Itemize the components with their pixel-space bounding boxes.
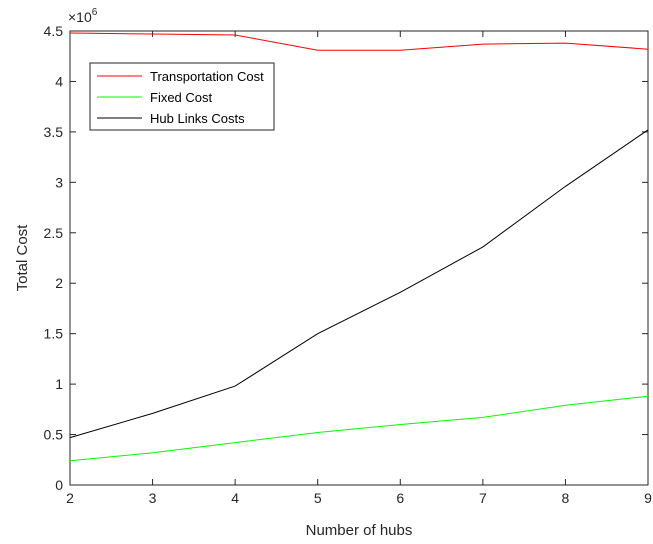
y-tick-label: 4.5 [44, 23, 64, 39]
x-tick-label: 2 [66, 490, 74, 506]
x-tick-label: 9 [644, 490, 652, 506]
y-tick-label: 0 [55, 477, 63, 493]
x-axis: 2 3 4 5 6 7 8 9 [66, 31, 652, 506]
series-line-fixed-cost [69, 395, 649, 462]
y-tick-label: 1 [55, 376, 63, 392]
y-axis-label: Total Cost [14, 224, 31, 292]
x-tick-label: 5 [314, 490, 322, 506]
legend-label-fixed-cost: Fixed Cost [150, 90, 213, 105]
x-tick-label: 4 [231, 490, 239, 506]
y-tick-label: 1.5 [44, 326, 64, 342]
x-tick-label: 8 [562, 490, 570, 506]
x-tick-label: 6 [396, 490, 404, 506]
x-tick-label: 3 [149, 490, 157, 506]
y-tick-label: 0.5 [44, 427, 64, 443]
legend-label-hub-links-costs: Hub Links Costs [150, 111, 245, 126]
x-axis-label: Number of hubs [306, 522, 413, 539]
y-tick-label: 3.5 [44, 124, 64, 140]
series-line-hub-links-costs [69, 129, 649, 439]
y-tick-label: 2.5 [44, 225, 64, 241]
y-tick-label: 3 [55, 174, 63, 190]
x-tick-label: 7 [479, 490, 487, 506]
y-axis: 0 0.5 1 1.5 2 2.5 3 3.5 4 4.5 [44, 23, 648, 493]
legend-label-transportation-cost: Transportation Cost [150, 69, 264, 84]
y-exponent-label: ×106 [68, 7, 98, 25]
series-line-transportation-cost [69, 32, 649, 51]
y-tick-label: 4 [55, 73, 63, 89]
y-tick-label: 2 [55, 275, 63, 291]
legend: Transportation Cost Fixed Cost Hub Links C… [89, 62, 275, 131]
series-lines [69, 32, 649, 462]
